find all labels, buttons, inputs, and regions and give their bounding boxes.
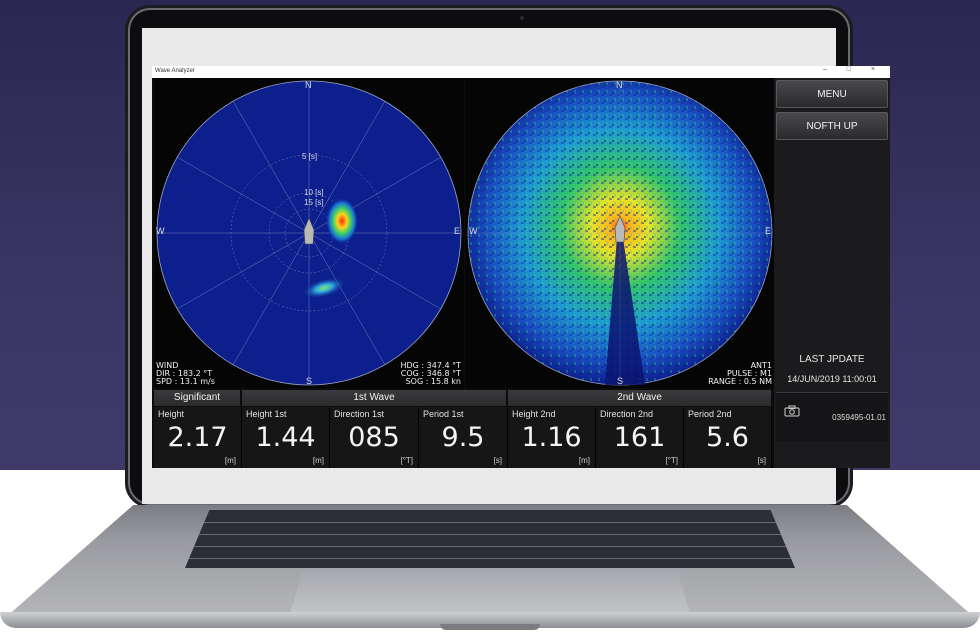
cell-value: 9.5 bbox=[441, 422, 485, 453]
header-significant: Significant bbox=[154, 390, 241, 406]
north-up-button[interactable]: NOFTH UP bbox=[776, 112, 888, 140]
radar-echo-display[interactable]: N S E W ANT1 PULSE : M1 RANGE : 0.5 NM bbox=[465, 78, 775, 388]
cell-unit: [m] bbox=[578, 456, 590, 465]
own-ship-icon bbox=[303, 217, 315, 245]
close-icon[interactable]: × bbox=[870, 66, 884, 73]
south-label: S bbox=[617, 376, 624, 386]
cell-label: Direction 2nd bbox=[600, 409, 654, 419]
radar-echo-plot bbox=[467, 80, 773, 386]
window-controls[interactable]: – □ × bbox=[823, 66, 884, 73]
laptop-notch bbox=[440, 624, 540, 630]
cell-value: 085 bbox=[348, 422, 400, 453]
wave-spectrum-display[interactable]: N S E W 5 [s] 10 [s] 15 [s] WIND DIR : 1… bbox=[154, 78, 464, 388]
wave-readouts: Significant 1st Wave 2nd Wave Height 2.1… bbox=[154, 390, 772, 468]
south-label: S bbox=[306, 376, 313, 386]
cell-value: 5.6 bbox=[706, 422, 749, 453]
cell-unit: [°T] bbox=[665, 456, 678, 465]
wind-info: WIND DIR : 183.2 °T SPD : 13.1 m/s bbox=[156, 362, 215, 386]
own-ship-icon bbox=[614, 215, 626, 243]
header-1st-wave: 1st Wave bbox=[242, 390, 507, 406]
title-bar: Wave Analyzer – □ × bbox=[152, 66, 890, 78]
window-title: Wave Analyzer bbox=[155, 68, 195, 74]
cell-height-1st: Height 1st 1.44 [m] bbox=[242, 407, 330, 468]
west-label: W bbox=[469, 226, 478, 236]
cell-value: 1.16 bbox=[521, 422, 582, 453]
cell-height-2nd: Height 2nd 1.16 [m] bbox=[508, 407, 596, 468]
cell-label: Period 1st bbox=[423, 409, 464, 419]
pulse: PULSE : M1 bbox=[726, 369, 772, 378]
wave-spectrum-plot bbox=[156, 80, 462, 386]
camera-icon[interactable] bbox=[784, 405, 800, 417]
wind-title: WIND bbox=[156, 361, 179, 370]
laptop-base-edge bbox=[0, 612, 980, 628]
cell-label: Direction 1st bbox=[334, 409, 385, 419]
cell-unit: [s] bbox=[493, 456, 502, 465]
range: RANGE : 0.5 NM bbox=[708, 377, 772, 386]
cell-unit: [m] bbox=[224, 456, 236, 465]
cell-label: Height 1st bbox=[246, 409, 287, 419]
heading: HDG : 347.4 °T bbox=[400, 361, 462, 370]
software-code: 0359495-01.01 bbox=[832, 413, 886, 422]
west-label: W bbox=[156, 226, 165, 236]
cell-value: 1.44 bbox=[255, 422, 316, 453]
speed-over-ground: SOG : 15.8 kn bbox=[405, 377, 461, 386]
cell-period-1st: Period 1st 9.5 [s] bbox=[419, 407, 508, 468]
cell-unit: [°T] bbox=[400, 456, 413, 465]
snapshot-panel: 0359495-01.01 bbox=[776, 392, 888, 441]
keyboard bbox=[185, 510, 795, 568]
cell-label: Height bbox=[158, 409, 185, 419]
ring-label-15s: 15 [s] bbox=[304, 198, 324, 207]
cell-value: 161 bbox=[613, 422, 666, 453]
cell-value: 2.17 bbox=[167, 422, 228, 453]
cell-significant-height: Height 2.17 [m] bbox=[154, 407, 242, 468]
radar-settings-info: ANT1 PULSE : M1 RANGE : 0.5 NM bbox=[708, 362, 772, 386]
cell-direction-1st: Direction 1st 085 [°T] bbox=[330, 407, 419, 468]
wave-analyzer-window: Wave Analyzer – □ × bbox=[152, 66, 890, 468]
last-update-label: LAST JPDATE bbox=[799, 354, 865, 365]
cell-label: Height 2nd bbox=[512, 409, 556, 419]
nav-info: HDG : 347.4 °T COG : 346.8 °T SOG : 15.8… bbox=[401, 362, 462, 386]
cell-direction-2nd: Direction 2nd 161 [°T] bbox=[596, 407, 684, 468]
webcam-icon bbox=[520, 16, 524, 20]
east-label: E bbox=[454, 226, 461, 236]
course-over-ground: COG : 346.8 °T bbox=[400, 369, 461, 378]
maximize-icon[interactable]: □ bbox=[846, 66, 860, 73]
east-label: E bbox=[765, 226, 772, 236]
cell-unit: [m] bbox=[312, 456, 324, 465]
menu-button[interactable]: MENU bbox=[776, 80, 888, 108]
minimize-icon[interactable]: – bbox=[822, 66, 836, 73]
cell-unit: [s] bbox=[757, 456, 766, 465]
north-label: N bbox=[305, 80, 312, 90]
header-2nd-wave: 2nd Wave bbox=[508, 390, 772, 406]
cell-period-2nd: Period 2nd 5.6 [s] bbox=[684, 407, 772, 468]
ring-label-10s: 10 [s] bbox=[304, 188, 324, 197]
antenna: ANT1 bbox=[750, 361, 772, 370]
sidebar: MENU NOFTH UP LAST JPDATE 14/JUN/2019 11… bbox=[774, 78, 890, 468]
ring-label-5s: 5 [s] bbox=[302, 152, 318, 161]
cell-label: Period 2nd bbox=[688, 409, 732, 419]
wind-direction: DIR : 183.2 °T bbox=[156, 369, 213, 378]
trackpad bbox=[290, 572, 690, 614]
wind-speed: SPD : 13.1 m/s bbox=[156, 377, 215, 386]
north-label: N bbox=[616, 80, 623, 90]
last-update-value: 14/JUN/2019 11:00:01 bbox=[787, 374, 877, 384]
